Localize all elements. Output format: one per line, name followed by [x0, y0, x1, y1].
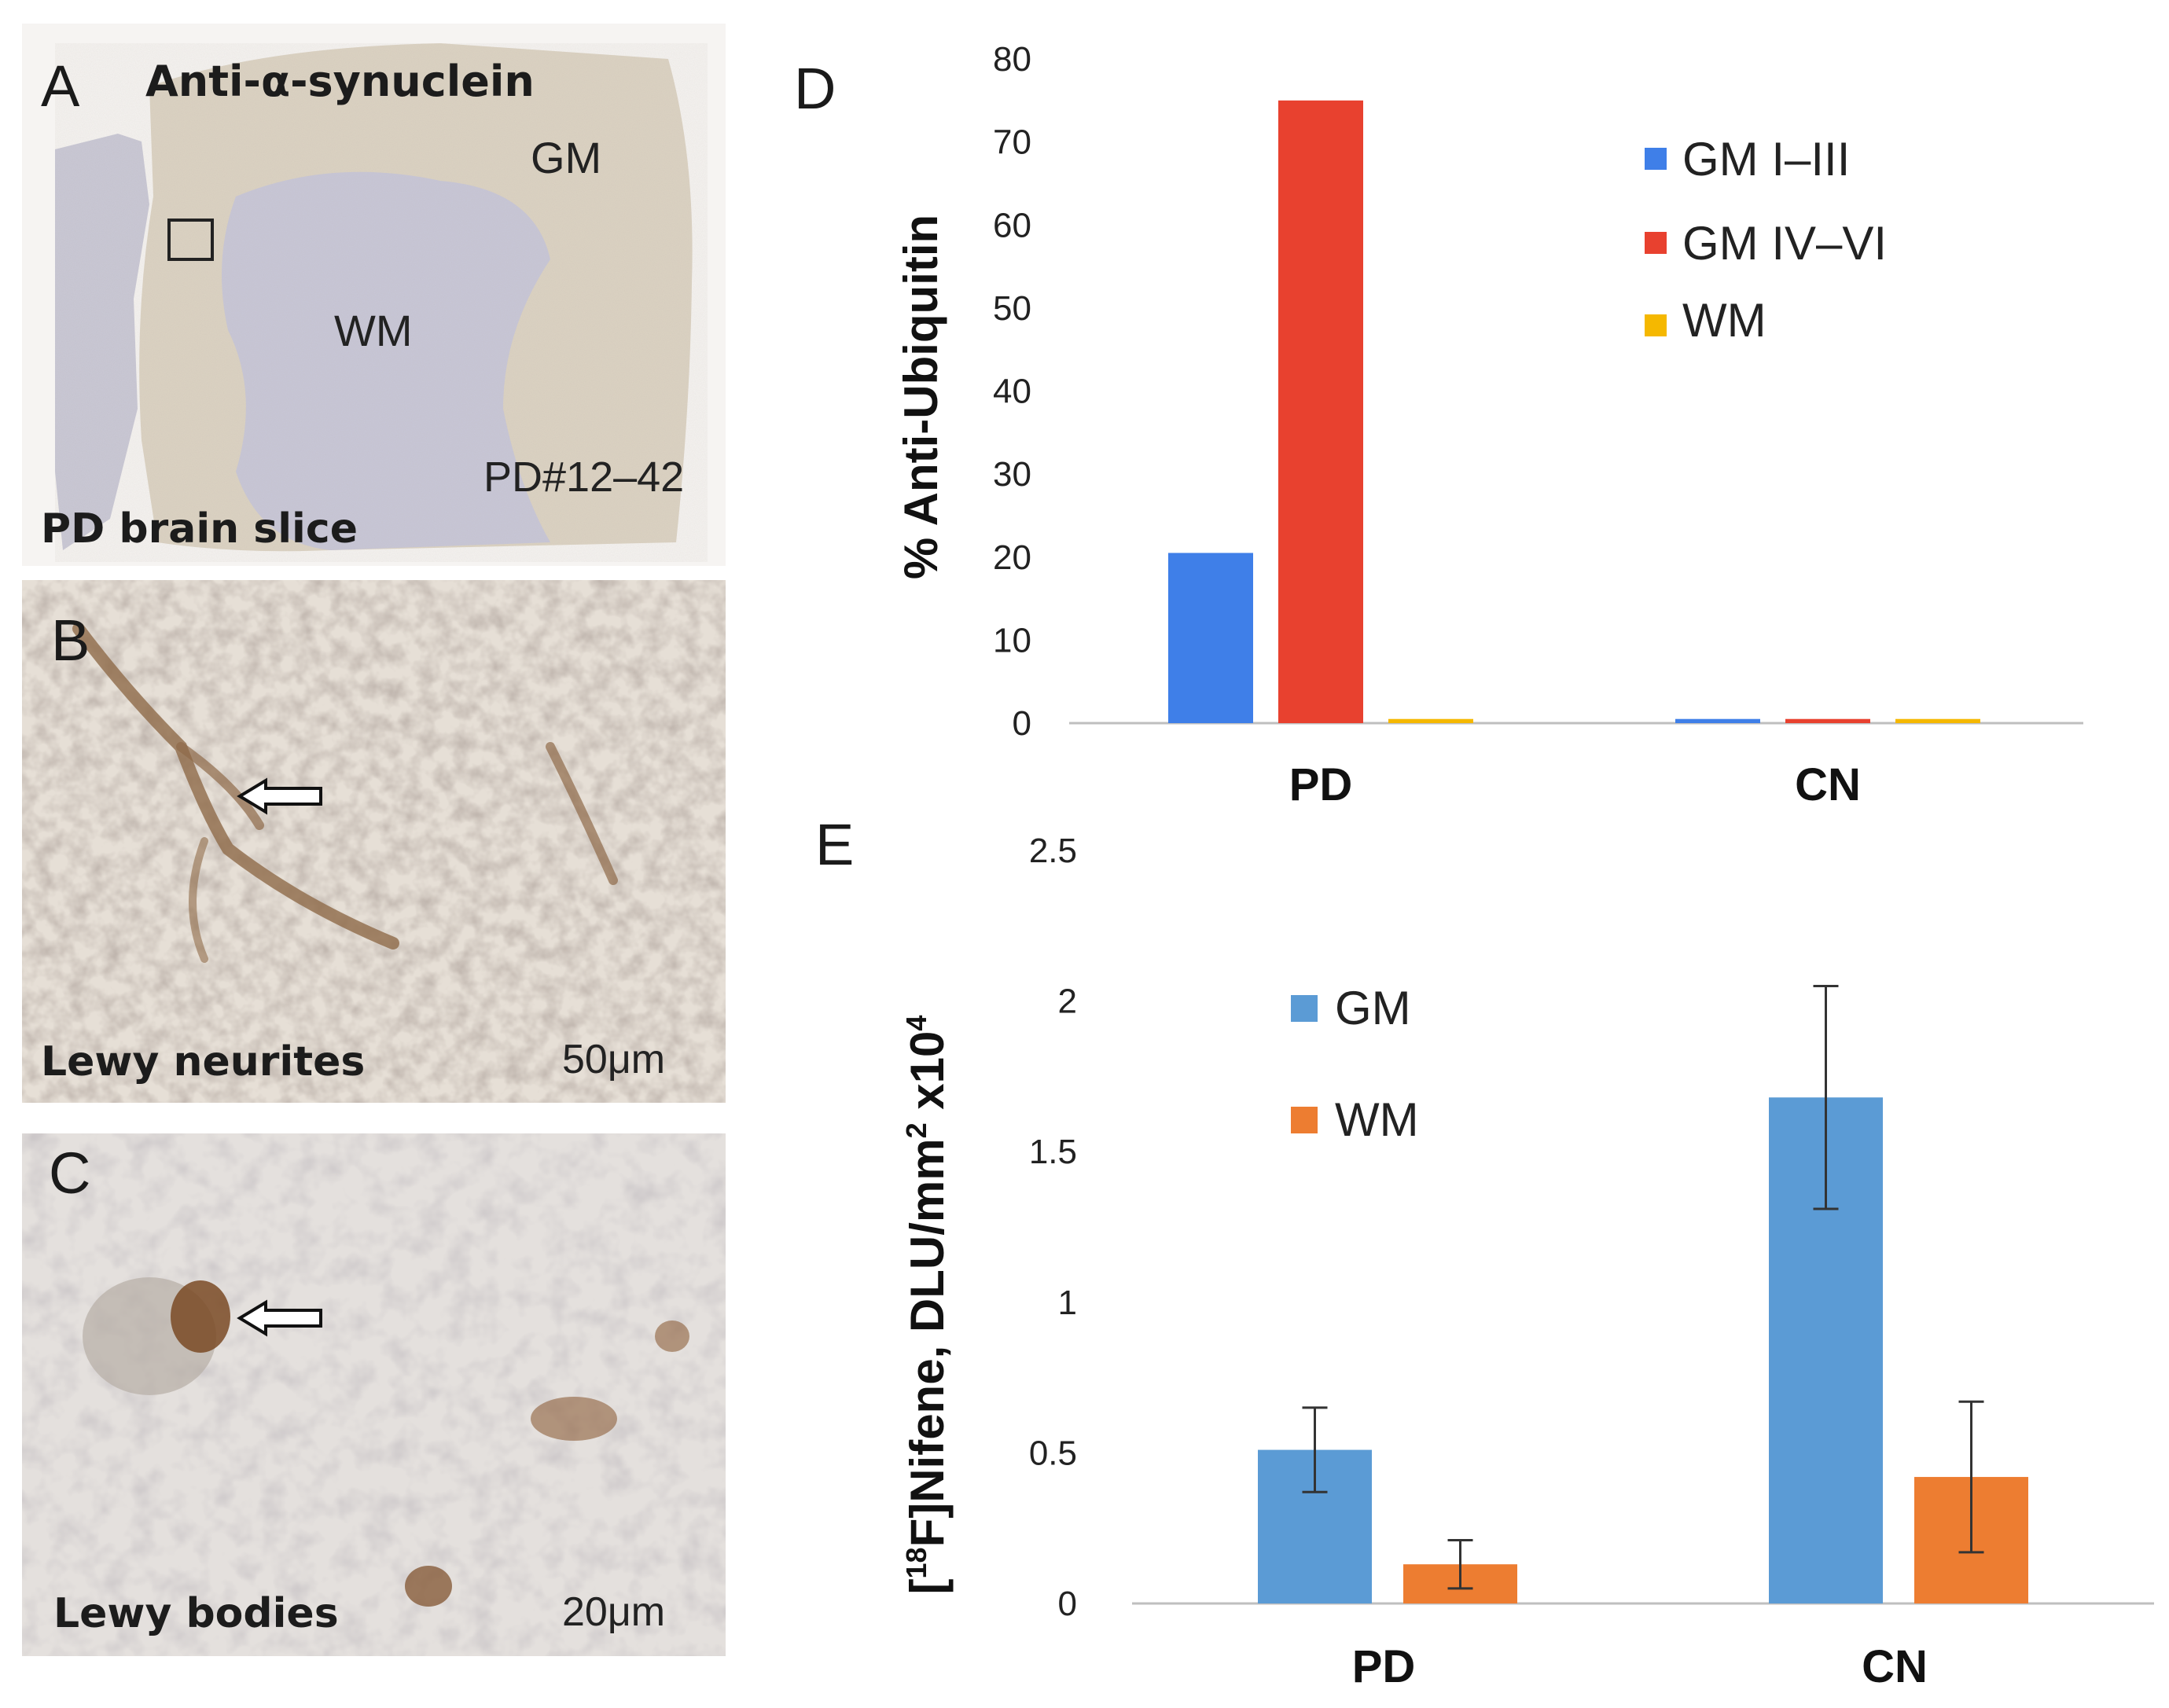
panel-a-case-id: PD#12–42: [483, 454, 684, 501]
chart-d-categories: PD CN: [1289, 759, 1861, 810]
chart-d-bar-pd-1: [1278, 100, 1363, 723]
panel-c-lewy-body: [83, 1277, 689, 1607]
panel-a: A Anti-α-synuclein GM WM PD#12–42 PD bra…: [22, 24, 726, 566]
panel-b-arrow: [237, 777, 322, 815]
chart-e-ylabel-sup2: 2: [900, 1122, 932, 1138]
chart-d-y-tick-3: 30: [993, 455, 1031, 494]
panel-c-scale: 20μm: [562, 1589, 665, 1635]
panel-e-letter: E: [815, 812, 854, 877]
chart-d-bars: [1168, 100, 1980, 723]
chart-d-ylabel: % Anti-Ubiquitin: [895, 215, 947, 579]
chart-d-y-tick-2: 20: [993, 538, 1031, 577]
panel-b-neurite: [72, 623, 618, 963]
chart-d-legend-swatch-wm: [1645, 314, 1667, 336]
chart-e-legend-label-wm: WM: [1335, 1093, 1419, 1146]
chart-e-ylabel-mid: F]Nifene, DLU/mm: [901, 1138, 954, 1547]
chart-d-legend-label-gm46: GM IV–VI: [1682, 217, 1887, 270]
panel-b-scale: 50μm: [562, 1037, 665, 1082]
chart-d-y-tick-6: 60: [993, 206, 1031, 244]
chart-e-category-pd: PD: [1352, 1641, 1416, 1692]
panel-b-caption: Lewy neurites: [41, 1038, 365, 1085]
chart-d-legend: GM I–III GM IV–VI WM: [1645, 133, 1887, 347]
panel-c-letter: C: [49, 1141, 90, 1206]
panel-d: D % Anti-Ubiquitin 0 10 20 30 40 50 60 70 80 PD C…: [794, 40, 2083, 810]
chart-e-legend-swatch-wm: [1291, 1107, 1318, 1133]
chart-e-y-tick-1: 0.5: [1029, 1434, 1077, 1472]
chart-e-bars: [1258, 1097, 2028, 1603]
chart-e-legend-label-gm: GM: [1335, 982, 1411, 1034]
panel-a-wm-label: WM: [334, 306, 413, 355]
panel-b: B Lewy neurites 50μm: [22, 580, 726, 1103]
chart-e-y-ticks: 0 0.5 1 1.5 2 2.5: [1029, 832, 1077, 1623]
panel-d-letter: D: [794, 56, 836, 121]
panel-c-caption: Lewy bodies: [53, 1590, 339, 1637]
chart-e-errbar-pd-gm: [1302, 1406, 1328, 1493]
panel-c: C Lewy bodies 20μm: [22, 1133, 726, 1656]
chart-d-bar-cn-2: [1895, 718, 1980, 723]
chart-d-category-pd: PD: [1289, 759, 1353, 810]
chart-d-legend-label-wm: WM: [1682, 294, 1766, 347]
chart-e-ylabel: [18F]Nifene, DLU/mm2 x104: [900, 1016, 954, 1595]
chart-e-errbar-pd-wm: [1447, 1539, 1473, 1590]
chart-d-legend-label-gm13: GM I–III: [1682, 133, 1850, 185]
chart-d-bar-cn-0: [1675, 718, 1760, 723]
chart-d-y-tick-8: 80: [993, 40, 1031, 79]
chart-e-errbar-cn-gm: [1813, 984, 1839, 1210]
chart-e-y-tick-0: 0: [1058, 1585, 1077, 1623]
chart-e-error-bars: [1302, 984, 1984, 1590]
chart-d-y-tick-1: 10: [993, 621, 1031, 659]
chart-e-legend-swatch-gm: [1291, 995, 1318, 1022]
panel-a-zoom-box: [167, 219, 214, 261]
panel-a-letter: A: [41, 53, 80, 119]
chart-e-ylabel-sup1: 18: [900, 1547, 932, 1578]
chart-d-legend-swatch-gm13: [1645, 148, 1667, 170]
chart-d-y-tick-4: 40: [993, 373, 1031, 411]
chart-e-ylabel-pre: [: [901, 1578, 954, 1594]
chart-d-y-tick-0: 0: [1013, 704, 1031, 743]
panel-b-letter: B: [51, 608, 90, 673]
chart-d-y-ticks: 0 10 20 30 40 50 60 70 80: [993, 40, 1031, 743]
chart-e-y-tick-3: 1.5: [1029, 1133, 1077, 1171]
panel-a-stain-label: Anti-α-synuclein: [145, 57, 535, 106]
chart-e-y-tick-5: 2.5: [1029, 832, 1077, 870]
chart-d-bar-cn-1: [1785, 718, 1870, 723]
chart-e-ylabel-mid2: x10: [901, 1031, 954, 1123]
chart-e-legend: GM WM: [1291, 982, 1419, 1146]
chart-d-bar-pd-0: [1168, 553, 1253, 723]
chart-e-ylabel-sup3: 4: [900, 1016, 932, 1031]
chart-e-errbar-cn-wm: [1958, 1400, 1984, 1554]
chart-d-y-tick-5: 50: [993, 289, 1031, 328]
chart-d-category-cn: CN: [1795, 759, 1861, 810]
panel-a-gm-label: GM: [531, 133, 601, 182]
panel-c-arrow: [237, 1299, 322, 1337]
chart-d-y-tick-7: 70: [993, 123, 1031, 162]
chart-e-categories: PD CN: [1352, 1641, 1928, 1692]
panel-a-caption: PD brain slice: [41, 505, 358, 553]
chart-e-y-tick-4: 2: [1058, 983, 1077, 1021]
chart-d-bar-pd-2: [1388, 718, 1473, 723]
chart-e-y-tick-2: 1: [1058, 1284, 1077, 1322]
chart-d-legend-swatch-gm46: [1645, 232, 1667, 254]
panel-e: E [18F]Nifene, DLU/mm2 x104 00.511.522.5…: [815, 812, 2154, 1692]
chart-e-category-cn: CN: [1862, 1641, 1928, 1692]
